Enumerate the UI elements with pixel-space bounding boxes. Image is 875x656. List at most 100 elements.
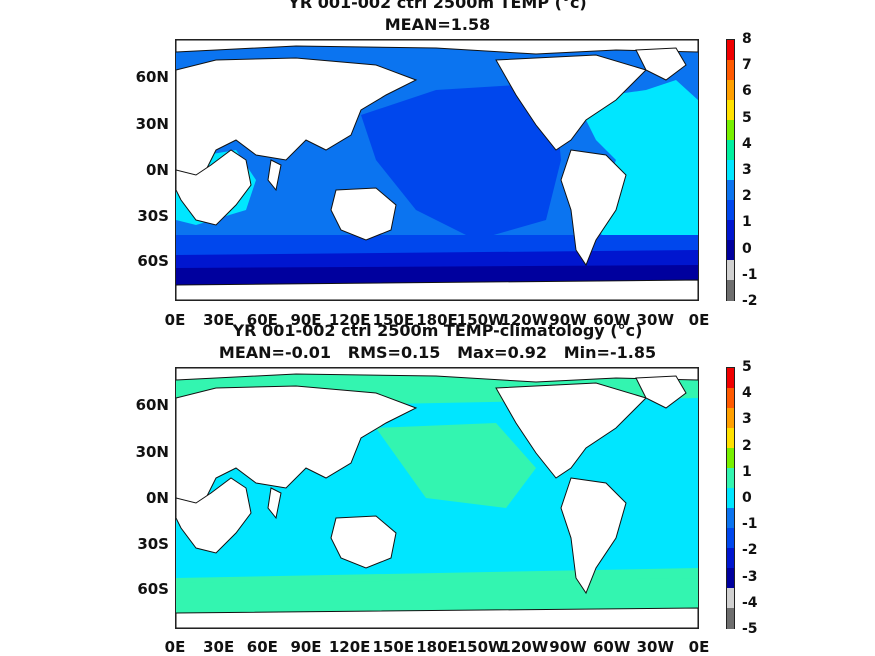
australia-land bbox=[330, 515, 397, 569]
colorbar-swatch bbox=[727, 548, 734, 569]
panel1-xtick: 30E bbox=[203, 311, 235, 329]
panel1-xtick: 0E bbox=[688, 311, 710, 329]
colorbar-swatch bbox=[727, 140, 734, 161]
panel2-xtick: 90E bbox=[290, 638, 322, 656]
colorbar-swatch bbox=[727, 428, 734, 449]
colorbar-swatch bbox=[727, 388, 734, 409]
colorbar-swatch bbox=[727, 588, 734, 609]
panel2-xtick: 30E bbox=[203, 638, 235, 656]
africa-land bbox=[176, 477, 252, 554]
africa-land bbox=[176, 149, 252, 226]
panel2-ytick: 0N bbox=[146, 489, 169, 507]
panel2-ytick: 30S bbox=[137, 535, 169, 553]
panel2-colorbar-tick: 4 bbox=[742, 385, 752, 402]
colorbar-swatch bbox=[727, 80, 734, 101]
panel2-map bbox=[175, 367, 699, 629]
panel1-ytick: 60S bbox=[137, 252, 169, 270]
arctic-land bbox=[176, 40, 698, 55]
colorbar-swatch bbox=[727, 280, 734, 301]
india-land bbox=[267, 159, 282, 192]
panel2-colorbar-tick: -3 bbox=[742, 568, 758, 585]
colorbar-swatch bbox=[727, 200, 734, 221]
panel2-xtick: 120E bbox=[328, 638, 371, 656]
antarctica-land bbox=[176, 607, 698, 628]
north-america-land bbox=[495, 54, 647, 151]
panel2-xtick: 180E bbox=[416, 638, 458, 656]
panel2-colorbar-tick: -5 bbox=[742, 621, 758, 637]
colorbar-swatch bbox=[727, 160, 734, 181]
colorbar-swatch bbox=[727, 468, 734, 489]
panel1-map-svg bbox=[176, 40, 698, 300]
panel2-xtick: 60W bbox=[592, 638, 631, 656]
south-america-land bbox=[560, 149, 627, 267]
panel1-xtick: 30W bbox=[636, 311, 675, 329]
panel2-xtick: 150E bbox=[372, 638, 415, 656]
panel1-title-line1: YR 001-002 ctrl 2500m TEMP (°c) bbox=[288, 0, 587, 12]
colorbar-swatch bbox=[727, 220, 734, 241]
anomaly-southern-field bbox=[176, 578, 698, 613]
panel2-ytick: 30N bbox=[135, 443, 169, 461]
panel1-xtick: 150E bbox=[372, 311, 415, 329]
panel1-ytick: 0N bbox=[146, 161, 169, 179]
panel2-colorbar-tick: 3 bbox=[742, 411, 752, 428]
panel1-colorbar-tick: -1 bbox=[742, 266, 758, 283]
anomaly-pacific-field bbox=[376, 423, 536, 508]
panel2-colorbar-tick: -2 bbox=[742, 542, 758, 559]
panel2-xtick: 120W bbox=[500, 638, 549, 656]
panel1-map bbox=[175, 39, 699, 301]
panel1-ytick: 30N bbox=[135, 115, 169, 133]
panel1-title-line2: MEAN=1.58 bbox=[384, 15, 491, 34]
arctic-land bbox=[176, 368, 698, 383]
colorbar-swatch bbox=[727, 608, 734, 629]
panel2-xtick: 150W bbox=[456, 638, 505, 656]
australia-land bbox=[330, 187, 397, 241]
colorbar-swatch bbox=[727, 260, 734, 281]
antarctica-land bbox=[176, 279, 698, 300]
panel2-colorbar-tick: 5 bbox=[742, 359, 752, 375]
colorbar-swatch bbox=[727, 240, 734, 261]
panel2-xtick: 30W bbox=[636, 638, 675, 656]
panel2-xtick: 0E bbox=[688, 638, 710, 656]
panel2-colorbar-tick: -4 bbox=[742, 594, 758, 611]
colorbar-swatch bbox=[727, 120, 734, 141]
panel1-xtick: 180E bbox=[416, 311, 458, 329]
panel2-colorbar-tick: 2 bbox=[742, 437, 752, 454]
colorbar-swatch bbox=[727, 180, 734, 201]
panel1-xtick: 120E bbox=[328, 311, 371, 329]
panel1-colorbar-tick: 6 bbox=[742, 83, 752, 100]
panel2-title-line1: YR 001-002 ctrl 2500m TEMP-climatology (… bbox=[232, 321, 643, 340]
panel2-xtick: 60E bbox=[246, 638, 278, 656]
india-land bbox=[267, 487, 282, 520]
panel1-xtick: 60W bbox=[592, 311, 631, 329]
colorbar-swatch bbox=[727, 60, 734, 81]
panel2-colorbar-tick: -1 bbox=[742, 516, 758, 533]
colorbar-swatch bbox=[727, 448, 734, 469]
panel1-colorbar-tick: 1 bbox=[742, 214, 752, 231]
panel1-colorbar bbox=[726, 39, 735, 301]
pacific-cool-field bbox=[361, 85, 561, 240]
colorbar-swatch bbox=[727, 100, 734, 121]
colorbar-swatch bbox=[727, 528, 734, 549]
panel2-ytick: 60N bbox=[135, 396, 169, 414]
colorbar-swatch bbox=[727, 408, 734, 429]
panel2-colorbar-tick: 0 bbox=[742, 490, 752, 506]
panel1-xtick: 0E bbox=[164, 311, 186, 329]
greenland-land bbox=[635, 375, 687, 409]
panel1-colorbar-tick: 8 bbox=[742, 31, 752, 47]
panel1-colorbar-tick: 0 bbox=[742, 240, 752, 257]
panel1-colorbar-tick: 3 bbox=[742, 162, 752, 178]
panel2-xtick: 0E bbox=[164, 638, 186, 656]
panel1-xtick: 90E bbox=[290, 311, 322, 329]
panel2-colorbar bbox=[726, 367, 735, 629]
panel2-colorbar-tick: 1 bbox=[742, 463, 752, 480]
panel2-title-line2: MEAN=-0.01 RMS=0.15 Max=0.92 Min=-1.85 bbox=[218, 343, 657, 362]
north-america-land bbox=[495, 382, 647, 479]
colorbar-swatch bbox=[727, 568, 734, 589]
south-america-land bbox=[560, 477, 627, 595]
panel1-xtick: 90W bbox=[549, 311, 587, 329]
panel1-colorbar-tick: -2 bbox=[742, 293, 758, 309]
panel2-ytick: 60S bbox=[137, 580, 169, 598]
colorbar-swatch bbox=[727, 40, 734, 61]
panel1-colorbar-tick: 7 bbox=[742, 57, 752, 74]
panel1-ytick: 30S bbox=[137, 207, 169, 225]
